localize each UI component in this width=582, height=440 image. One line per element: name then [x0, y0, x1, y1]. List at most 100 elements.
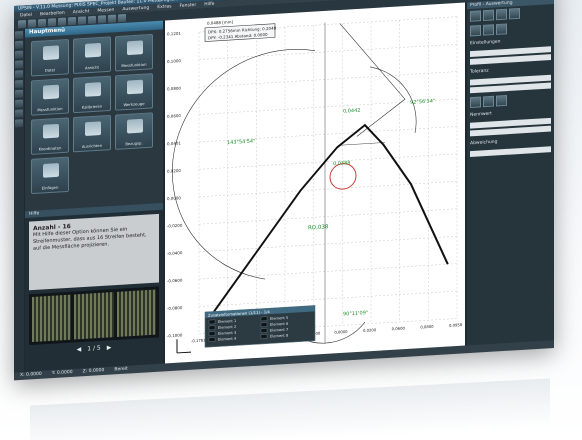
evaluation-panel: Profil - Auswertung Einstellungen Tolera…: [467, 0, 554, 348]
legend-header: [205, 305, 315, 318]
legend-item[interactable]: Element 8: [270, 333, 289, 338]
legend-item[interactable]: Element 1: [218, 319, 236, 324]
legend-item[interactable]: Element 2: [218, 325, 236, 330]
info-box-line2: DPY: -0.2341 Abstand: 0.0000: [208, 32, 268, 41]
tile-datei[interactable]: Datei: [31, 38, 69, 77]
open-folder-icon[interactable]: [28, 19, 36, 28]
grid-line-h: [199, 208, 457, 225]
profile-plot[interactable]: 0,1201 0,1000 0,0800 0,0600 0,0401 0,0200 0,00…: [165, 2, 465, 365]
info-box-line1: DPX: 0.2756mm Richtung: 0.2048: [208, 25, 277, 34]
x-tick-label: 0,0000: [334, 330, 348, 335]
tile-kalibrieren[interactable]: Kalibrieren: [73, 75, 111, 114]
tile-messfunktion-2[interactable]: Messfunktion: [31, 78, 69, 116]
legend-item[interactable]: Element 7: [270, 328, 288, 333]
angle-right-label: 92°56'34": [410, 98, 435, 105]
legend-title: Zusatzinformationen (1/11) - 1/4: [208, 310, 270, 318]
help-panel: Hilfe Anzahl - 16 Mit Hilfe dieser Optio…: [25, 202, 163, 374]
measurement-canvas[interactable]: 0,1201 0,1000 0,0800 0,0600 0,0401 0,0200 0,00…: [165, 2, 465, 366]
header-value: 0,0488 [mm]: [207, 19, 234, 26]
page-indicator: 1 / 5: [87, 344, 101, 353]
application-window: UPSIN - V.11.0 Messung: PIXIS SPEC_Proje…: [14, 0, 554, 381]
mode-button-icon[interactable]: [483, 95, 494, 108]
y-tick-label: -0,0200: [167, 223, 183, 229]
horizontal-reference-line: [340, 142, 385, 146]
prev-page-button[interactable]: ◀: [76, 345, 82, 354]
help-icon[interactable]: [118, 13, 126, 23]
measure-icon[interactable]: [78, 16, 86, 25]
main-menu-panel: Hauptmenü Datei Ansicht Messfunktion Mes…: [25, 20, 163, 374]
arc-tool-icon[interactable]: [15, 89, 23, 99]
legend-swatch: [260, 316, 268, 322]
distance-tool-icon[interactable]: [15, 70, 23, 79]
zoom-out-icon[interactable]: [68, 16, 76, 26]
legend-item[interactable]: Element 6: [270, 322, 289, 327]
grid-line-h: [199, 263, 457, 280]
tile-ausrichten[interactable]: Ausrichten: [73, 114, 111, 153]
legend-item[interactable]: Element 5: [270, 316, 288, 321]
grid-line-h: [199, 235, 457, 252]
mode-button-icon[interactable]: [496, 23, 507, 35]
calibration-icon: [85, 82, 101, 97]
point-tool-icon[interactable]: [15, 79, 23, 89]
status-x: X: 0.0000: [20, 371, 42, 379]
next-page-button[interactable]: ▶: [106, 344, 112, 352]
pointer-icon[interactable]: [15, 30, 23, 40]
preview-image: [74, 292, 114, 340]
angle-tool-icon[interactable]: [15, 60, 23, 69]
mode-button-icon[interactable]: [496, 95, 507, 107]
tile-werkzeuge[interactable]: Werkzeuge: [115, 73, 153, 111]
profile-tool-icon[interactable]: [15, 99, 23, 108]
grid-line-h: [199, 16, 457, 33]
mode-button-icon[interactable]: [470, 10, 481, 22]
preview-image: [32, 294, 72, 343]
settings-icon[interactable]: [108, 14, 116, 23]
angle-arc-right: [369, 66, 417, 133]
grid-line-h: [199, 43, 457, 60]
mode-button-icon[interactable]: [470, 25, 481, 37]
axis-origin-icon: [176, 339, 191, 354]
layer-icon[interactable]: [15, 109, 23, 118]
y-tick-label: 0,0200: [167, 168, 181, 174]
legend-item[interactable]: Element 3: [218, 331, 236, 336]
legend-item[interactable]: Element 4: [218, 337, 237, 342]
angle-bottom-label: 90°11'09": [343, 310, 368, 317]
mode-button-icon[interactable]: [509, 7, 520, 20]
length-top-label: 0,0442: [343, 108, 360, 115]
tile-ansicht[interactable]: Ansicht: [73, 36, 111, 74]
legend-swatch: [208, 325, 216, 331]
legend-swatch: [208, 331, 216, 336]
line-tool-icon[interactable]: [15, 40, 23, 50]
circle-tool-icon[interactable]: [15, 50, 23, 59]
tile-einfuegen[interactable]: Einfügen: [31, 156, 69, 195]
zoom-in-icon[interactable]: [58, 17, 66, 26]
legend-swatch: [260, 328, 268, 333]
tile-koordinaten[interactable]: Koordinaten: [31, 117, 69, 155]
insert-icon: [43, 163, 59, 178]
new-file-icon[interactable]: [18, 19, 26, 29]
angle-left-label: 143°54'54": [227, 138, 255, 146]
mode-button-icon[interactable]: [496, 8, 507, 21]
length-center-label: 0,0388: [333, 160, 350, 167]
profile-curve[interactable]: [207, 120, 449, 321]
mode-button-icon[interactable]: [470, 96, 481, 108]
save-icon[interactable]: [38, 18, 46, 28]
mode-button-icon[interactable]: [483, 24, 494, 36]
camera-icon[interactable]: [88, 15, 96, 25]
tile-messfunktion[interactable]: Messfunktion: [115, 33, 153, 72]
export-icon[interactable]: [15, 119, 23, 128]
pattern-preview: [29, 286, 159, 346]
mode-button-icon[interactable]: [483, 9, 494, 21]
tile-bezugspunkt[interactable]: Bezugsp.: [115, 112, 153, 150]
legend-swatch: [208, 319, 216, 325]
plot-grid: [198, 16, 458, 335]
fit-circle[interactable]: [329, 163, 357, 190]
monitor-icon: [85, 42, 101, 58]
grid-line-h: [199, 181, 457, 197]
y-tick-label: 0,0401: [167, 140, 181, 146]
grid-icon[interactable]: [98, 15, 106, 24]
print-icon[interactable]: [48, 18, 56, 27]
y-tick-label: 0,1000: [167, 58, 181, 64]
y-tick-label: 0,1201: [167, 31, 181, 37]
grid-line-h: [199, 318, 457, 335]
